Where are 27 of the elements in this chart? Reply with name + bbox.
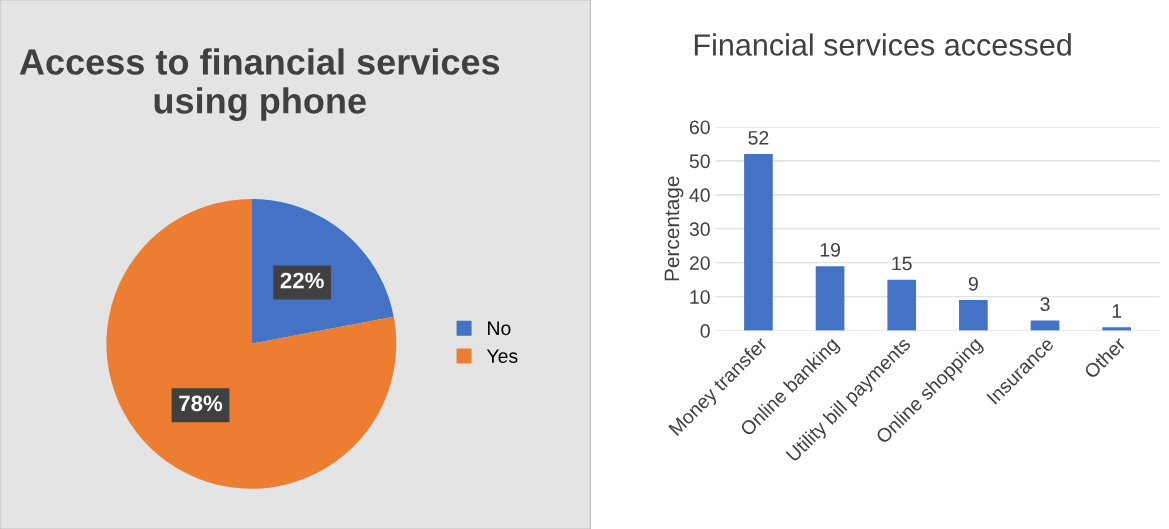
- data-label: 9: [968, 276, 978, 291]
- data-label: 3: [1040, 297, 1050, 312]
- bar: [1102, 327, 1131, 331]
- bar: [887, 279, 917, 331]
- bar: [815, 266, 845, 331]
- data-label: 1: [1112, 304, 1122, 318]
- y-tick-label: 20: [689, 256, 710, 270]
- legend-label: No: [488, 321, 511, 336]
- pie-slice: [106, 198, 397, 489]
- y-tick-label: 60: [689, 120, 710, 135]
- data-label: 19: [820, 242, 840, 257]
- y-tick-label: 40: [689, 188, 710, 203]
- y-tick-label: 50: [689, 154, 710, 169]
- y-tick-label: 30: [689, 222, 710, 237]
- chart-title: Access to financial services using phone: [19, 48, 500, 121]
- data-label: 15: [892, 256, 912, 271]
- chart-title: Financial services accessed: [694, 33, 1071, 56]
- data-label: 22%: [280, 272, 324, 289]
- data-label: 78%: [179, 395, 223, 412]
- legend-label: Yes: [486, 349, 518, 363]
- y-axis-title: Percentage: [664, 176, 684, 281]
- y-tick-label: 10: [690, 290, 710, 304]
- bar: [744, 154, 773, 331]
- bar: [959, 300, 988, 331]
- data-label: 52: [748, 130, 769, 145]
- bar: [1030, 320, 1060, 331]
- y-tick-label: 0: [700, 324, 710, 338]
